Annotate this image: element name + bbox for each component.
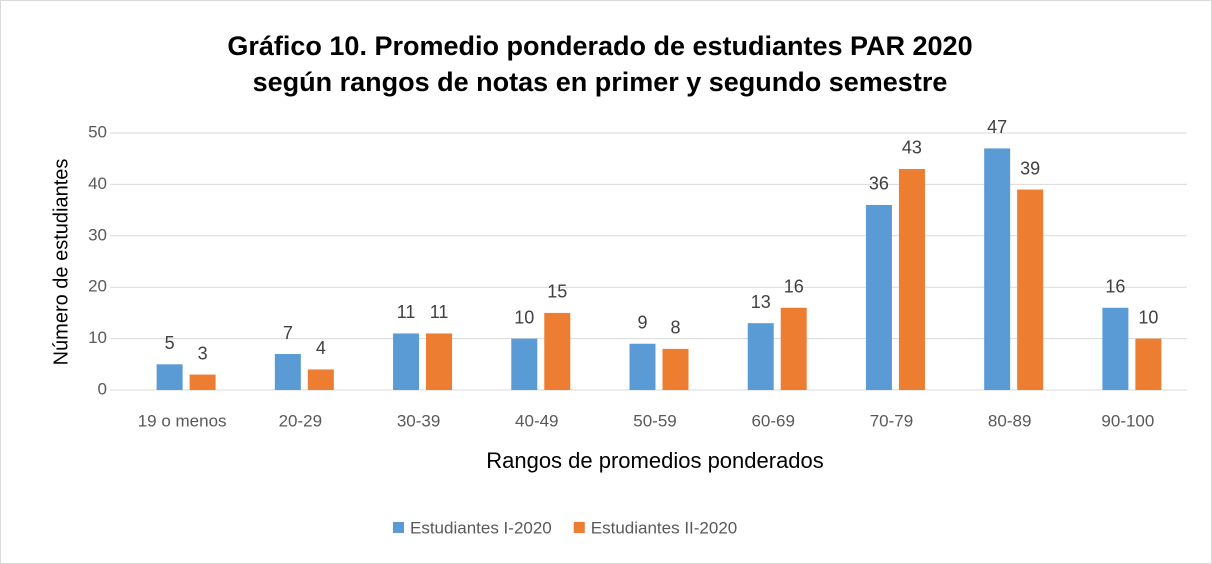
data-label: 13 — [751, 292, 771, 312]
data-label: 3 — [198, 343, 208, 363]
data-label: 10 — [1138, 307, 1158, 327]
data-label: 7 — [283, 323, 293, 343]
bar — [426, 333, 453, 390]
bar — [629, 343, 656, 390]
x-tick-label: 90-100 — [1101, 411, 1154, 430]
y-tick-label: 50 — [88, 122, 107, 141]
x-tick-label: 30-39 — [397, 411, 440, 430]
x-tick-label: 40-49 — [515, 411, 558, 430]
bar — [747, 323, 774, 390]
bar — [1017, 189, 1044, 390]
y-tick-label: 40 — [88, 174, 107, 193]
data-label: 5 — [165, 333, 175, 353]
legend-swatch — [573, 522, 585, 533]
data-label: 9 — [637, 312, 647, 332]
data-label: 16 — [784, 277, 804, 297]
x-tick-label: 80-89 — [988, 411, 1031, 430]
x-tick-label: 50-59 — [633, 411, 676, 430]
bar — [156, 364, 183, 390]
bar — [984, 148, 1011, 390]
x-tick-label: 19 o menos — [138, 411, 227, 430]
chart-title: Gráfico 10. Promedio ponderado de estudi… — [227, 31, 972, 61]
bar — [1102, 307, 1129, 390]
data-label: 10 — [514, 307, 534, 327]
x-tick-label: 20-29 — [279, 411, 322, 430]
data-label: 11 — [430, 302, 449, 322]
data-label: 15 — [547, 282, 567, 302]
legend-label: Estudiantes I-2020 — [410, 518, 552, 537]
bar — [511, 338, 538, 390]
bar — [898, 168, 925, 390]
bar — [189, 374, 216, 390]
y-tick-label: 20 — [88, 277, 107, 296]
legend-swatch — [393, 522, 404, 533]
bar — [544, 312, 571, 390]
chart-title: según rangos de notas en primer y segund… — [253, 67, 948, 97]
y-tick-label: 0 — [98, 379, 107, 398]
y-axis-label: Número de estudiantes — [50, 159, 72, 366]
data-label: 16 — [1105, 277, 1125, 297]
data-label: 36 — [869, 174, 889, 194]
x-tick-label: 70-79 — [870, 411, 913, 430]
y-tick-label: 10 — [88, 328, 107, 347]
bar — [307, 369, 334, 390]
bar — [662, 348, 689, 390]
data-label: 43 — [902, 138, 922, 158]
x-axis-label: Rangos de promedios ponderados — [486, 448, 824, 473]
data-label: 11 — [397, 302, 416, 322]
y-tick-label: 30 — [88, 225, 107, 244]
bar — [393, 333, 420, 390]
bar — [865, 204, 892, 390]
data-label: 47 — [987, 117, 1007, 137]
data-label: 8 — [670, 318, 680, 338]
x-tick-label: 60-69 — [751, 411, 794, 430]
data-label: 4 — [316, 338, 326, 358]
bar — [274, 354, 301, 390]
data-label: 39 — [1020, 158, 1040, 178]
legend-label: Estudiantes II-2020 — [591, 518, 737, 537]
bar — [1135, 338, 1162, 390]
bar — [780, 307, 807, 390]
